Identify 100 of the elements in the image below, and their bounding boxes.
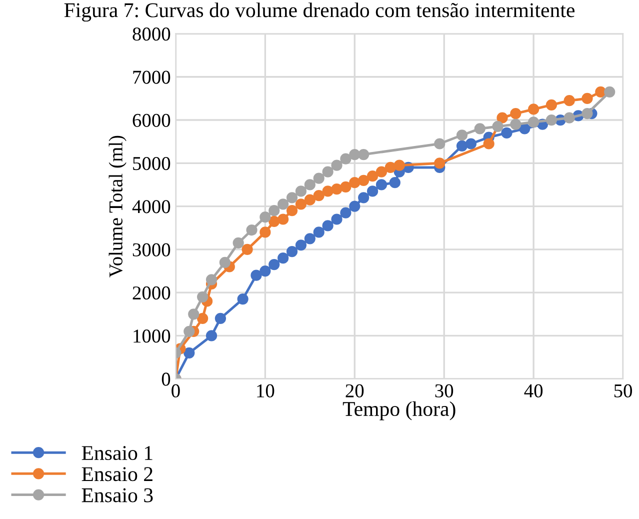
point [564,95,575,106]
point [501,127,512,139]
point [349,200,360,212]
point [260,226,271,238]
y-tick-label: 7000 [133,70,170,84]
point [483,138,494,150]
point [434,138,446,150]
chart-title: Figura 7: Curvas do volume drenado com tensão intermitente [64,2,574,22]
y-tick-label: 5000 [133,156,170,170]
point [384,162,396,174]
point [295,240,307,251]
point [304,179,316,190]
y-tick-label: 6000 [132,114,170,127]
point [340,153,352,164]
point [546,114,558,126]
point [214,312,226,324]
point [322,166,334,178]
point [496,112,508,124]
point [434,158,446,169]
point [232,237,244,249]
point [268,205,280,216]
y-axis-title: Volume Total (ml) [108,136,126,278]
point [242,244,253,255]
point [237,294,248,305]
point [331,160,342,171]
y-tick-label: 2000 [132,286,170,300]
point [313,190,324,202]
point [358,148,370,160]
point [188,308,200,320]
point [295,198,307,210]
point [184,326,195,337]
point [260,265,271,277]
point [286,246,298,258]
point [528,116,540,128]
point [465,138,476,150]
point [376,166,388,178]
x-tick-label: 20 [346,384,364,398]
point [492,120,504,132]
point [278,198,289,210]
point [278,214,289,225]
x-axis-title: Tempo (hora) [342,401,456,420]
point [564,112,575,124]
point [206,330,218,342]
point [184,347,195,359]
point [268,258,280,270]
legend-label: Ensaio 1 [82,446,152,460]
point [322,220,334,232]
point [331,214,342,225]
point [304,194,316,206]
point [219,256,230,268]
legend-label: Ensaio 3 [82,488,153,502]
point [582,92,593,104]
point [278,252,289,264]
x-tick-label: 10 [257,384,274,398]
point [197,312,208,324]
point [313,172,324,184]
legend-label: Ensaio 2 [82,467,152,482]
point [376,179,388,190]
y-tick-label: 8000 [132,28,170,41]
point [246,224,258,236]
x-tick-label: 30 [435,384,454,398]
point [510,108,522,120]
point [474,123,486,134]
point [595,86,606,98]
point [349,177,360,188]
point [604,86,616,98]
point [295,186,307,197]
y-tick-label: 3000 [132,243,170,256]
point [206,274,218,286]
x-tick-label: 40 [524,384,543,398]
point [366,186,378,197]
point [456,140,468,152]
point [358,192,370,204]
point [340,207,352,218]
point [582,108,593,120]
point [349,148,360,160]
y-tick-label: 4000 [132,200,170,214]
point [304,233,316,244]
point [358,174,370,186]
point [456,130,468,141]
point [394,160,405,171]
point [250,270,262,281]
point [322,186,334,197]
point [519,123,530,134]
y-tick-label: 0 [162,372,170,386]
point [528,104,540,115]
point [510,118,522,130]
x-tick-label: 0 [172,384,180,398]
point [389,177,400,188]
point [546,99,558,110]
point [340,181,352,192]
y-tick-label: 1000 [134,330,170,343]
point [313,226,324,238]
point [366,170,378,182]
x-tick-label: 50 [614,384,632,398]
point [197,291,208,302]
point [286,205,298,216]
point [260,212,271,223]
point [286,192,298,204]
point [331,183,342,195]
